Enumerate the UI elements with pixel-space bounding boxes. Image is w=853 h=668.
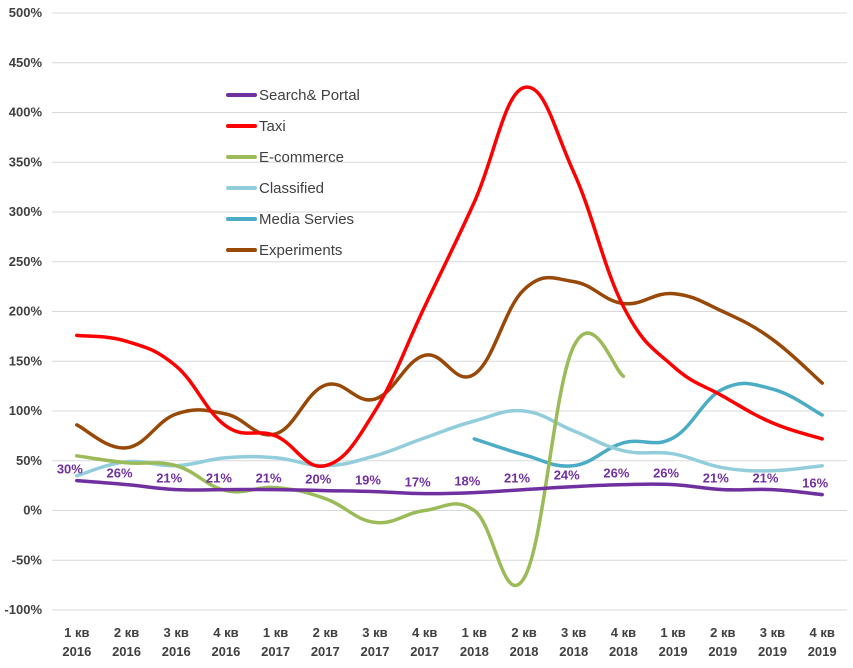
x-tick-label: 3 кв	[760, 625, 785, 640]
x-tick-label: 3 кв	[362, 625, 387, 640]
legend-label: E-commerce	[259, 149, 344, 166]
x-tick-label-year: 2019	[808, 644, 837, 659]
x-tick-label-year: 2016	[211, 644, 240, 659]
x-tick-label-year: 2016	[112, 644, 141, 659]
x-tick-label-year: 2019	[659, 644, 688, 659]
x-tick-label-year: 2018	[559, 644, 588, 659]
series-line-experiments	[75, 275, 824, 450]
series-line-media-servies	[472, 381, 824, 468]
y-tick-label: 400%	[9, 105, 43, 120]
legend-label: Search& Portal	[259, 87, 360, 104]
x-tick-label: 4 кв	[412, 625, 437, 640]
y-tick-label: 50%	[16, 453, 42, 468]
series-lines	[75, 85, 824, 588]
x-tick-label-year: 2019	[708, 644, 737, 659]
y-tick-label: -50%	[12, 552, 43, 567]
series-line-e-commerce	[75, 331, 626, 588]
x-tick-label: 2 кв	[710, 625, 735, 640]
data-label: 24%	[554, 468, 580, 483]
x-tick-label: 2 кв	[511, 625, 536, 640]
x-tick-label-year: 2018	[510, 644, 539, 659]
y-tick-label: 300%	[9, 204, 43, 219]
data-label: 20%	[305, 472, 331, 487]
data-labels: 30% 26% 21% 21% 21% 20% 19% 17% 18% 21% 24% 26% 26% 2…	[57, 462, 829, 491]
data-label: 21%	[504, 471, 530, 486]
x-tick-label-year: 2017	[410, 644, 439, 659]
y-tick-label: 350%	[9, 154, 43, 169]
x-tick-label: 1 кв	[263, 625, 288, 640]
x-tick-label-year: 2016	[162, 644, 191, 659]
y-tick-label: 450%	[9, 55, 43, 70]
legend-item-taxi: Taxi	[226, 118, 286, 135]
x-tick-label: 1 кв	[462, 625, 487, 640]
gridlines	[52, 12, 847, 611]
data-label: 26%	[603, 466, 629, 481]
x-tick-label: 3 кв	[561, 625, 586, 640]
data-label: 21%	[703, 471, 729, 486]
legend-label: Media Servies	[259, 211, 354, 228]
legend: Search& Portal Taxi E-commerce Classified Me…	[226, 87, 360, 259]
y-axis-ticks: -100% -50% 0% 50% 100% 150% 200% 250% 300% 350% 40…	[4, 5, 42, 617]
y-tick-label: 200%	[9, 304, 43, 319]
data-label: 17%	[405, 475, 431, 490]
y-tick-label: -100%	[4, 602, 42, 617]
legend-item-e-commerce: E-commerce	[226, 149, 344, 166]
series-line-classified	[75, 408, 824, 478]
x-tick-label: 2 кв	[114, 625, 139, 640]
x-tick-label: 4 кв	[809, 625, 834, 640]
y-tick-label: 250%	[9, 254, 43, 269]
x-tick-label-year: 2017	[361, 644, 390, 659]
data-label: 26%	[107, 466, 133, 481]
series-line-search-portal	[75, 478, 824, 497]
data-label: 26%	[653, 466, 679, 481]
data-label: 18%	[454, 474, 480, 489]
legend-item-classified: Classified	[226, 180, 324, 197]
data-label: 30%	[57, 462, 83, 477]
x-tick-label: 2 кв	[313, 625, 338, 640]
data-label: 21%	[256, 471, 282, 486]
x-tick-label: 4 кв	[611, 625, 636, 640]
legend-label: Classified	[259, 180, 324, 197]
y-tick-label: 0%	[23, 503, 42, 518]
y-tick-label: 100%	[9, 403, 43, 418]
legend-label: Experiments	[259, 242, 342, 259]
x-tick-label-year: 2018	[460, 644, 489, 659]
x-tick-label: 4 кв	[213, 625, 238, 640]
x-axis-ticks: 1 кв 2016 2 кв 2016 3 кв 2016 4 кв 2016 1 кв 2017…	[62, 625, 836, 659]
x-tick-label: 3 кв	[164, 625, 189, 640]
x-tick-label-year: 2018	[609, 644, 638, 659]
data-label: 19%	[355, 473, 381, 488]
data-label: 21%	[752, 471, 778, 486]
x-tick-label-year: 2016	[62, 644, 91, 659]
legend-item-experiments: Experiments	[226, 242, 342, 259]
x-tick-label: 1 кв	[660, 625, 685, 640]
legend-item-media-servies: Media Servies	[226, 211, 354, 228]
y-tick-label: 500%	[9, 5, 43, 20]
x-tick-label: 1 кв	[64, 625, 89, 640]
x-tick-label-year: 2019	[758, 644, 787, 659]
y-tick-label: 150%	[9, 353, 43, 368]
data-label: 21%	[206, 471, 232, 486]
data-label: 16%	[802, 476, 828, 491]
legend-label: Taxi	[259, 118, 286, 135]
x-tick-label-year: 2017	[311, 644, 340, 659]
legend-item-search-portal: Search& Portal	[226, 87, 360, 104]
series-line-taxi	[75, 85, 824, 468]
x-tick-label-year: 2017	[261, 644, 290, 659]
data-label: 21%	[156, 471, 182, 486]
